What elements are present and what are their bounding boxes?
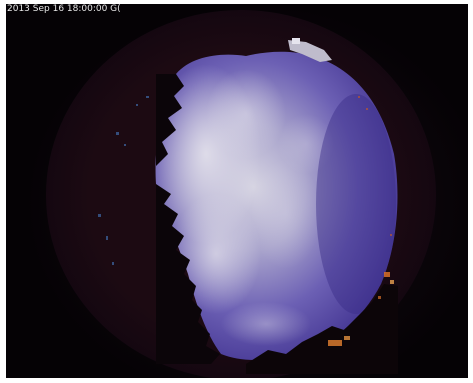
open-sky	[155, 51, 398, 361]
capture-timestamp: 2013 Sep 16 18:00:00 G(	[7, 4, 121, 14]
tree-silhouettes-left	[156, 74, 220, 364]
rim-lights	[98, 96, 149, 265]
allsky-camera-frame: 2013 Sep 16 18:00:00 G(	[6, 4, 468, 378]
sky-photo	[98, 38, 398, 374]
treeline-bottom-right	[246, 272, 398, 374]
rim-lights-warm	[358, 96, 392, 236]
rooftop-top-right	[288, 38, 332, 62]
